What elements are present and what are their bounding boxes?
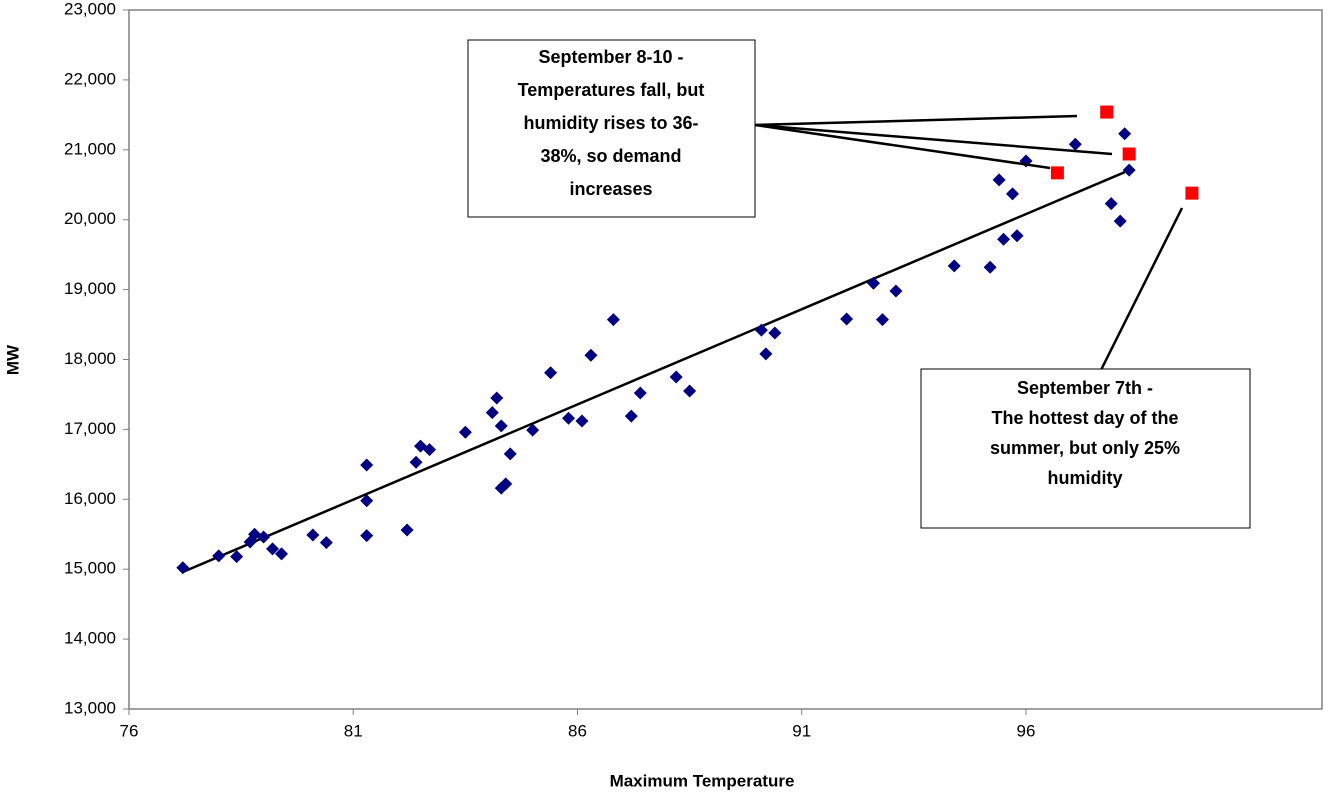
y-tick-label: 21,000 bbox=[64, 139, 116, 158]
point bbox=[212, 549, 226, 563]
annotation-text: humidity bbox=[1048, 468, 1123, 488]
point bbox=[274, 547, 288, 561]
callout-lines bbox=[754, 114, 1184, 373]
x-axis-title: Maximum Temperature bbox=[610, 771, 795, 790]
annotation-text: increases bbox=[569, 179, 652, 199]
point bbox=[992, 173, 1006, 187]
point bbox=[768, 326, 782, 340]
y-tick-label: 23,000 bbox=[64, 0, 116, 18]
point bbox=[360, 494, 374, 508]
point bbox=[606, 313, 620, 327]
point bbox=[319, 536, 333, 550]
point bbox=[1068, 137, 1082, 151]
point bbox=[1118, 127, 1132, 141]
point bbox=[243, 535, 257, 549]
point bbox=[1050, 166, 1064, 180]
x-tick-label: 86 bbox=[568, 721, 587, 740]
point bbox=[575, 414, 589, 428]
point bbox=[1122, 147, 1136, 161]
annotation-text: 38%, so demand bbox=[540, 146, 681, 166]
point bbox=[360, 458, 374, 472]
annotation-box bbox=[467, 39, 756, 218]
callout-line bbox=[754, 123, 1051, 170]
point bbox=[400, 523, 414, 537]
y-tick-label: 13,000 bbox=[64, 698, 116, 717]
point bbox=[889, 284, 903, 298]
point bbox=[494, 419, 508, 433]
point bbox=[624, 409, 638, 423]
y-tick-label: 14,000 bbox=[64, 629, 116, 648]
annotation-text: September 7th - bbox=[1017, 378, 1153, 398]
annotation-text: summer, but only 25% bbox=[990, 438, 1180, 458]
point bbox=[1113, 214, 1127, 228]
x-tick-label: 81 bbox=[344, 721, 363, 740]
point bbox=[266, 542, 280, 556]
annotation-text: The hottest day of the bbox=[991, 408, 1178, 428]
point bbox=[490, 391, 504, 405]
point bbox=[759, 347, 773, 361]
annotation-text: September 8-10 - bbox=[538, 47, 683, 67]
point bbox=[1006, 187, 1020, 201]
point bbox=[562, 411, 576, 425]
point bbox=[584, 348, 598, 362]
y-tick-label: 20,000 bbox=[64, 209, 116, 228]
point bbox=[754, 323, 768, 337]
callout-line bbox=[754, 123, 1113, 156]
point bbox=[485, 406, 499, 420]
x-tick-label: 76 bbox=[120, 721, 139, 740]
point bbox=[947, 259, 961, 273]
point bbox=[1185, 186, 1199, 200]
point bbox=[458, 425, 472, 439]
point bbox=[230, 550, 244, 564]
point bbox=[1122, 163, 1136, 177]
point bbox=[669, 370, 683, 384]
point bbox=[875, 313, 889, 327]
point bbox=[544, 366, 558, 380]
y-tick-label: 18,000 bbox=[64, 349, 116, 368]
point bbox=[840, 312, 854, 326]
point bbox=[867, 276, 881, 290]
x-tick-label: 96 bbox=[1017, 721, 1036, 740]
callout-line bbox=[754, 114, 1078, 127]
point bbox=[306, 528, 320, 542]
y-tick-label: 22,000 bbox=[64, 69, 116, 88]
annotation-text: humidity rises to 36- bbox=[523, 113, 698, 133]
y-tick-label: 15,000 bbox=[64, 559, 116, 578]
annotation-box bbox=[920, 368, 1251, 529]
point bbox=[1010, 229, 1024, 243]
x-tick-label: 91 bbox=[792, 721, 811, 740]
point bbox=[983, 260, 997, 274]
point bbox=[257, 530, 271, 544]
point bbox=[1104, 197, 1118, 211]
y-tick-label: 16,000 bbox=[64, 489, 116, 508]
point bbox=[633, 386, 647, 400]
point bbox=[409, 455, 423, 469]
point bbox=[683, 384, 697, 398]
point bbox=[176, 561, 190, 575]
y-tick-label: 17,000 bbox=[64, 419, 116, 438]
point bbox=[422, 443, 436, 457]
trendline bbox=[182, 171, 1126, 574]
point bbox=[360, 529, 374, 543]
point bbox=[526, 423, 540, 437]
annotation-text: Temperatures fall, but bbox=[518, 80, 705, 100]
point bbox=[1100, 105, 1114, 119]
y-axis-title: MW bbox=[3, 344, 22, 375]
point bbox=[499, 477, 513, 491]
callout-line bbox=[1098, 207, 1184, 373]
point bbox=[997, 232, 1011, 246]
point bbox=[503, 447, 517, 461]
marks bbox=[176, 105, 1199, 575]
y-tick-label: 19,000 bbox=[64, 279, 116, 298]
